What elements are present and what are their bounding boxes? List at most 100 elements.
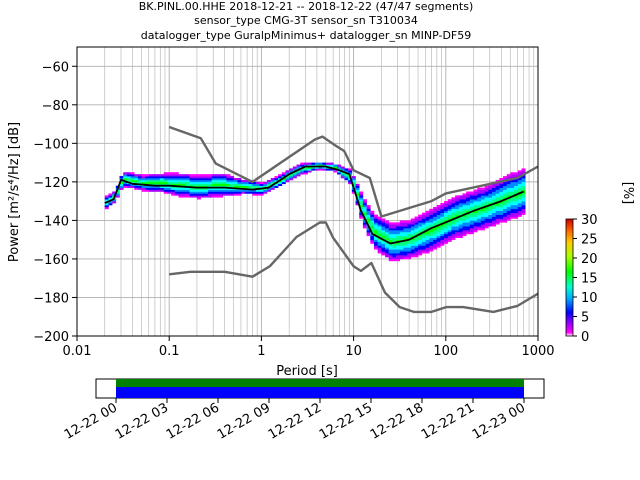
- density-cell: [366, 210, 371, 213]
- density-cell: [432, 214, 437, 217]
- density-cell: [510, 172, 515, 175]
- density-cell: [480, 208, 485, 212]
- density-cell: [425, 230, 430, 233]
- density-cell: [506, 201, 511, 204]
- density-cell: [514, 172, 519, 175]
- density-cell: [469, 201, 474, 204]
- density-cell: [112, 199, 117, 202]
- density-cell: [473, 193, 478, 196]
- density-cell: [495, 189, 500, 192]
- density-cell: [126, 174, 131, 177]
- density-cell: [300, 172, 305, 175]
- density-cell: [244, 181, 249, 185]
- density-cell: [484, 195, 489, 198]
- density-cell: [414, 253, 419, 256]
- density-cell: [506, 183, 511, 187]
- density-cell: [425, 220, 430, 223]
- density-cell: [499, 212, 504, 215]
- density-cell: [480, 203, 485, 206]
- density-cell: [466, 201, 471, 204]
- density-cell: [355, 189, 360, 192]
- density-cell: [403, 257, 408, 260]
- density-cell: [230, 185, 235, 188]
- density-cell: [444, 203, 449, 206]
- density-cell: [396, 249, 401, 252]
- density-cell: [219, 195, 224, 198]
- density-cell: [517, 208, 522, 212]
- density-cell: [219, 193, 224, 196]
- density-cell: [370, 235, 375, 239]
- density-cell: [373, 239, 378, 242]
- density-cell: [237, 185, 242, 188]
- density-cell: [373, 218, 378, 221]
- density-cell: [196, 176, 201, 179]
- density-cell: [458, 220, 463, 223]
- density-cell: [480, 212, 485, 215]
- density-cell: [484, 212, 489, 215]
- density-cell: [244, 179, 249, 183]
- density-cell: [377, 216, 382, 219]
- density-cell: [440, 210, 445, 213]
- density-cell: [414, 218, 419, 221]
- density-cell: [348, 179, 353, 183]
- density-cell: [348, 172, 353, 175]
- density-cell: [503, 220, 508, 223]
- density-cell: [521, 185, 526, 188]
- density-cell: [189, 178, 194, 181]
- density-cell: [447, 218, 452, 221]
- density-cell: [211, 193, 216, 196]
- density-cell: [189, 191, 194, 194]
- density-cell: [259, 189, 264, 192]
- density-cell: [278, 176, 283, 179]
- density-cell: [503, 204, 508, 208]
- density-cell: [429, 231, 434, 235]
- density-cell: [396, 253, 401, 256]
- density-cell: [503, 212, 508, 215]
- density-cell: [455, 201, 460, 204]
- density-cell: [359, 191, 364, 194]
- density-cell: [506, 204, 511, 208]
- density-cell: [274, 176, 279, 179]
- density-cell: [152, 179, 157, 183]
- density-cell: [160, 176, 165, 179]
- density-cell: [219, 176, 224, 179]
- density-cell: [399, 233, 404, 237]
- density-cell: [141, 179, 146, 183]
- density-cell: [373, 247, 378, 250]
- density-cell: [440, 233, 445, 237]
- density-cell: [178, 176, 183, 179]
- density-cell: [399, 253, 404, 256]
- density-cell: [510, 176, 515, 179]
- density-cell: [185, 193, 190, 196]
- density-cell: [514, 201, 519, 204]
- density-cell: [451, 230, 456, 233]
- density-cell: [429, 241, 434, 244]
- density-cell: [285, 172, 290, 175]
- density-cell: [399, 257, 404, 260]
- density-cell: [425, 235, 430, 239]
- density-cell: [248, 183, 253, 187]
- density-cell: [473, 197, 478, 200]
- density-cell: [517, 193, 522, 196]
- density-cell: [432, 210, 437, 213]
- colorbar-tick-label: 0: [581, 330, 589, 345]
- density-cell: [182, 179, 187, 183]
- density-cell: [373, 243, 378, 246]
- density-cell: [436, 216, 441, 219]
- density-cell: [211, 191, 216, 194]
- density-cell: [233, 179, 238, 183]
- density-cell: [259, 193, 264, 196]
- density-cell: [477, 226, 482, 229]
- density-cell: [185, 174, 190, 177]
- density-cell: [514, 214, 519, 217]
- density-cell: [503, 218, 508, 221]
- density-cell: [392, 226, 397, 229]
- density-cell: [484, 224, 489, 227]
- density-cell: [410, 251, 415, 254]
- density-cell: [303, 170, 308, 173]
- density-cell: [436, 230, 441, 233]
- density-cell: [458, 230, 463, 233]
- density-cell: [451, 216, 456, 219]
- density-cell: [407, 247, 412, 250]
- density-cell: [410, 243, 415, 246]
